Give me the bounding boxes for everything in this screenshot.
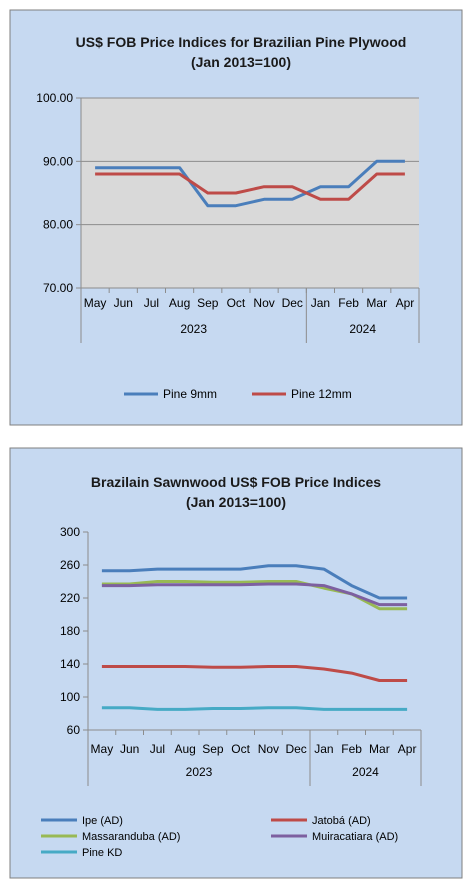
legend-label: Massaranduba (AD) bbox=[82, 831, 180, 843]
chart-plywood-title: US$ FOB Price Indices for Brazilian Pine… bbox=[76, 34, 407, 50]
x-tick-label: Apr bbox=[396, 296, 415, 310]
chart-sawnwood-series bbox=[101, 564, 408, 711]
series-line-pine-kd bbox=[101, 706, 408, 711]
series-line-pine-12mm bbox=[95, 172, 405, 201]
chart-plywood-legend: Pine 9mm Pine 12mm bbox=[124, 387, 352, 401]
x-tick-label: Nov bbox=[258, 742, 279, 756]
x-tick-label: Jan bbox=[314, 742, 333, 756]
legend-label: Jatobá (AD) bbox=[312, 815, 371, 827]
x-tick-label: Oct bbox=[231, 742, 250, 756]
chart-plywood-subtitle: (Jan 2013=100) bbox=[191, 54, 291, 70]
x-tick-label: Dec bbox=[282, 296, 303, 310]
x-tick-label: Apr bbox=[398, 742, 417, 756]
chart-plywood-series bbox=[95, 159, 405, 208]
x-tick-label: Jun bbox=[114, 296, 133, 310]
chart-sawnwood-title: Brazilain Sawnwood US$ FOB Price Indices bbox=[91, 474, 381, 490]
x-tick-label: Mar bbox=[366, 296, 387, 310]
series-line-muiracatiara-ad bbox=[101, 582, 408, 607]
legend-label: Ipe (AD) bbox=[82, 815, 123, 827]
y-tick-label: 300 bbox=[60, 525, 80, 539]
x-tick-label: Feb bbox=[341, 742, 362, 756]
chart-sawnwood: Brazilain Sawnwood US$ FOB Price Indices… bbox=[9, 447, 463, 879]
chart-sawnwood-x-axis: May Jun Jul Aug Sep Oct Nov Dec Jan Feb Mar Apr 2023… bbox=[87, 729, 422, 786]
chart-sawnwood-legend: Ipe (AD) Jatobá (AD) Massaranduba (AD) Muir… bbox=[41, 815, 398, 859]
y-tick-label: 100 bbox=[60, 690, 80, 704]
legend-label: Pine KD bbox=[82, 847, 122, 859]
x-tick-label: Aug bbox=[169, 296, 190, 310]
x-tick-label: Jun bbox=[120, 742, 139, 756]
legend-label: Muiracatiara (AD) bbox=[312, 831, 398, 843]
legend-label: Pine 12mm bbox=[291, 387, 352, 401]
chart-sawnwood-subtitle: (Jan 2013=100) bbox=[186, 494, 286, 510]
chart-plywood-y-axis: 70.00 80.00 90.00 100.00 bbox=[36, 91, 82, 295]
chart-plywood-x-axis: May Jun Jul Aug Sep Oct Nov Dec Jan Feb Mar Apr 2023… bbox=[80, 287, 420, 343]
x-tick-label: Aug bbox=[174, 742, 195, 756]
y-tick-label: 90.00 bbox=[43, 154, 73, 168]
x-tick-label: Jul bbox=[144, 296, 159, 310]
x-tick-label: Jul bbox=[150, 742, 165, 756]
x-tick-label: Dec bbox=[285, 742, 306, 756]
series-line-jatob-ad bbox=[101, 665, 408, 682]
x-year-label: 2024 bbox=[352, 765, 379, 779]
y-tick-label: 260 bbox=[60, 558, 80, 572]
y-tick-label: 140 bbox=[60, 657, 80, 671]
x-tick-label: May bbox=[84, 296, 107, 310]
x-tick-label: Jan bbox=[311, 296, 330, 310]
chart-sawnwood-frame bbox=[9, 447, 463, 879]
x-tick-label: Mar bbox=[369, 742, 390, 756]
x-year-label: 2023 bbox=[180, 322, 207, 336]
y-tick-label: 80.00 bbox=[43, 218, 73, 232]
y-tick-label: 220 bbox=[60, 591, 80, 605]
series-line-pine-9mm bbox=[95, 159, 405, 208]
y-tick-label: 180 bbox=[60, 624, 80, 638]
x-tick-label: Sep bbox=[197, 296, 219, 310]
y-tick-label: 100.00 bbox=[36, 91, 73, 105]
y-tick-label: 60 bbox=[67, 723, 81, 737]
x-year-label: 2024 bbox=[349, 322, 376, 336]
x-tick-label: Sep bbox=[202, 742, 224, 756]
x-tick-label: May bbox=[91, 742, 114, 756]
chart-plywood: US$ FOB Price Indices for Brazilian Pine… bbox=[9, 9, 463, 426]
x-year-label: 2023 bbox=[186, 765, 213, 779]
y-tick-label: 70.00 bbox=[43, 281, 73, 295]
x-tick-label: Feb bbox=[338, 296, 359, 310]
legend-label: Pine 9mm bbox=[163, 387, 217, 401]
chart-plywood-plot-area bbox=[81, 98, 419, 288]
series-line-ipe-ad bbox=[101, 564, 408, 600]
x-tick-label: Nov bbox=[253, 296, 274, 310]
x-tick-label: Oct bbox=[227, 296, 246, 310]
chart-sawnwood-y-axis: 60 100 140 180 220 260 300 bbox=[60, 525, 89, 737]
